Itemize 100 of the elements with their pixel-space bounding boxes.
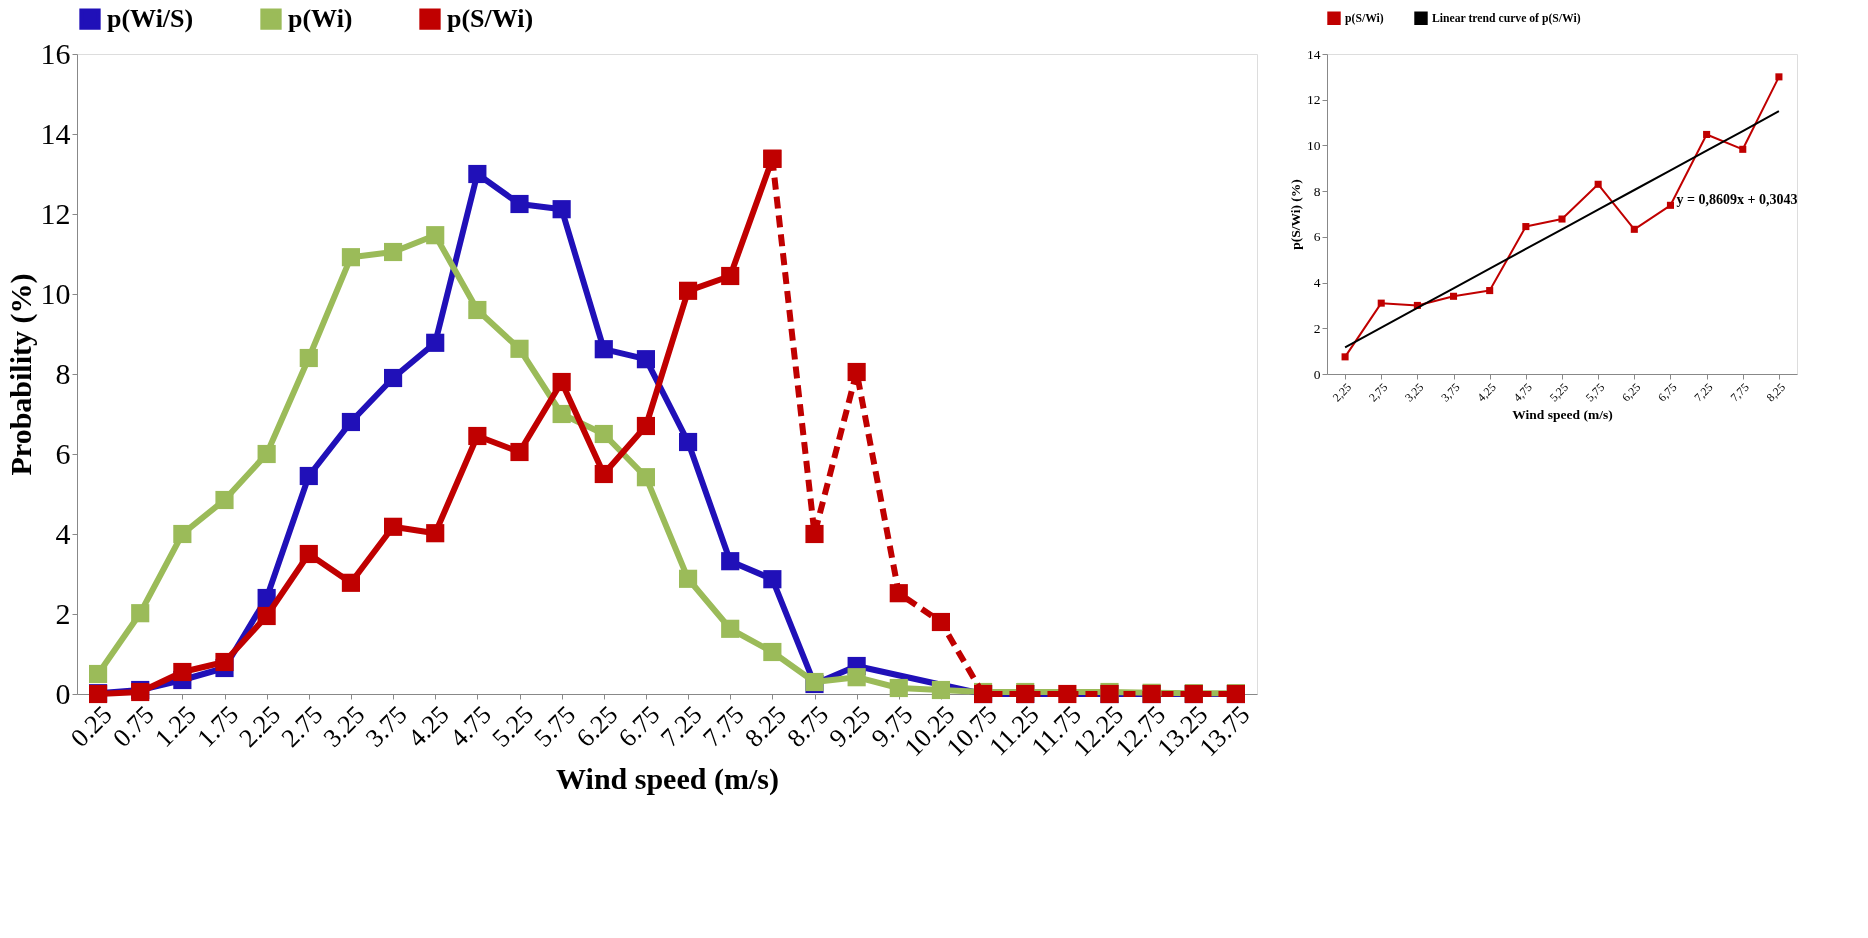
point bbox=[299, 348, 318, 368]
point bbox=[889, 678, 908, 698]
point bbox=[678, 432, 698, 452]
point bbox=[299, 544, 318, 564]
point bbox=[552, 404, 571, 424]
y-tick-label: 12 bbox=[1307, 92, 1321, 108]
y-tick-label: 14 bbox=[40, 116, 71, 150]
point bbox=[552, 200, 571, 219]
point bbox=[1341, 353, 1349, 361]
x-tick-label: 4,75 bbox=[1511, 380, 1535, 405]
y-tick-label: 12 bbox=[40, 196, 71, 230]
point bbox=[1450, 292, 1458, 300]
y-tick-label: 14 bbox=[1307, 46, 1321, 62]
point bbox=[594, 340, 613, 359]
y-tick-label: 16 bbox=[40, 36, 71, 70]
point bbox=[215, 490, 234, 510]
x-axis-title: Wind speed (m/s) bbox=[556, 762, 779, 797]
x-tick-label: 7,25 bbox=[1691, 380, 1716, 405]
point bbox=[468, 164, 487, 184]
point bbox=[1058, 684, 1077, 704]
point bbox=[931, 680, 951, 700]
point bbox=[1739, 145, 1747, 153]
point bbox=[594, 424, 613, 444]
point bbox=[383, 242, 403, 262]
point bbox=[383, 368, 403, 388]
point bbox=[510, 339, 529, 358]
point bbox=[173, 524, 192, 544]
point bbox=[636, 416, 656, 436]
legend-label: p(Wi/S) bbox=[107, 4, 194, 34]
point bbox=[636, 350, 656, 369]
x-tick-label: 3,25 bbox=[1402, 380, 1427, 405]
point bbox=[426, 333, 445, 352]
point bbox=[1522, 223, 1530, 231]
y-tick-label: 0 bbox=[1313, 366, 1321, 382]
point bbox=[383, 517, 403, 536]
y-tick-label: 2 bbox=[1313, 320, 1321, 336]
point bbox=[510, 194, 529, 214]
y-tick-label: 0 bbox=[55, 676, 71, 710]
legend-label: p(Wi) bbox=[288, 4, 353, 34]
point bbox=[215, 652, 234, 672]
point bbox=[88, 664, 108, 684]
x-tick-label: 3,75 bbox=[1438, 380, 1463, 405]
point bbox=[510, 442, 529, 462]
x-tick-label: 7,75 bbox=[1728, 380, 1752, 405]
x-tick-label: 6,25 bbox=[1619, 380, 1644, 405]
point bbox=[552, 372, 571, 392]
point bbox=[1377, 299, 1385, 307]
x-axis-title: Wind speed (m/s) bbox=[1512, 407, 1613, 423]
point bbox=[131, 604, 150, 623]
point bbox=[1486, 287, 1494, 295]
y-axis-title: p(S/Wi) (%) bbox=[1288, 179, 1303, 250]
point bbox=[426, 226, 445, 245]
y-tick-label: 10 bbox=[1307, 137, 1321, 153]
point bbox=[721, 619, 740, 638]
point bbox=[678, 281, 698, 300]
x-tick-label: 8,25 bbox=[1764, 380, 1789, 405]
x-tick-label: 5,25 bbox=[1547, 380, 1572, 405]
point bbox=[678, 569, 698, 588]
legend-label: Linear trend curve of p(S/Wi) bbox=[1432, 12, 1581, 26]
point bbox=[636, 468, 656, 487]
point bbox=[341, 573, 361, 592]
y-tick-label: 10 bbox=[40, 276, 71, 310]
y-tick-label: 8 bbox=[55, 356, 71, 390]
point bbox=[889, 584, 908, 603]
point bbox=[847, 668, 866, 687]
point bbox=[468, 300, 487, 320]
y-tick-label: 8 bbox=[1313, 183, 1321, 199]
point bbox=[1594, 180, 1602, 188]
x-tick-label: 2,25 bbox=[1330, 380, 1355, 405]
annotation: y = 0,8609x + 0,3043 bbox=[1676, 192, 1798, 207]
y-tick-label: 4 bbox=[55, 516, 71, 550]
x-tick-label: 5,75 bbox=[1583, 380, 1608, 405]
x-tick-label: 4,25 bbox=[1475, 380, 1499, 405]
y-tick-label: 2 bbox=[55, 596, 71, 630]
point bbox=[1703, 130, 1711, 138]
point bbox=[594, 464, 613, 484]
point bbox=[173, 662, 192, 682]
point bbox=[763, 149, 782, 168]
point bbox=[257, 444, 276, 464]
point bbox=[763, 642, 782, 662]
point bbox=[426, 524, 445, 543]
legend-label: p(S/Wi) bbox=[1345, 12, 1384, 26]
y-tick-label: 6 bbox=[55, 436, 71, 470]
x-tick-label: 2,75 bbox=[1366, 380, 1391, 405]
point bbox=[1558, 215, 1566, 223]
y-axis-title: Probability (%) bbox=[3, 273, 38, 476]
point bbox=[1630, 225, 1638, 233]
point bbox=[805, 524, 824, 544]
point bbox=[721, 266, 740, 286]
point bbox=[1666, 201, 1674, 209]
legend-label: p(S/Wi) bbox=[447, 4, 534, 34]
point bbox=[931, 612, 951, 632]
point bbox=[763, 570, 782, 589]
point bbox=[721, 552, 740, 571]
x-tick-label: 6,75 bbox=[1655, 380, 1680, 405]
point bbox=[341, 248, 361, 267]
point bbox=[299, 466, 318, 486]
point bbox=[341, 412, 361, 432]
point bbox=[468, 426, 487, 446]
point bbox=[257, 606, 276, 626]
